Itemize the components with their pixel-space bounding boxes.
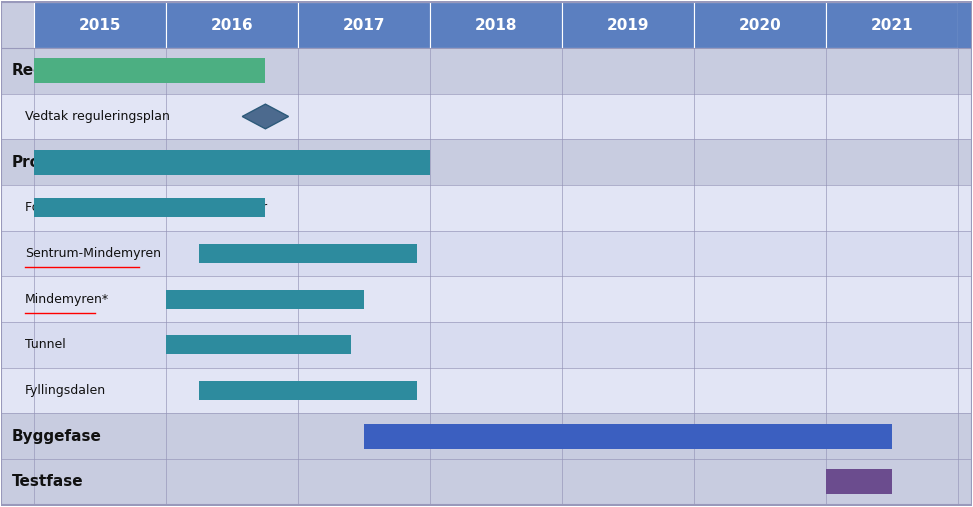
Bar (1, 368, 972, 413)
Text: 2016: 2016 (211, 18, 254, 32)
Polygon shape (242, 104, 289, 129)
Bar (1, 139, 972, 185)
Text: Vedtak reguleringsplan: Vedtak reguleringsplan (25, 110, 170, 123)
Bar (695, 3, 826, 48)
Bar (299, 3, 430, 48)
Bar (430, 3, 562, 48)
Text: 2021: 2021 (871, 18, 914, 32)
Bar (34, 150, 430, 175)
Bar (166, 3, 299, 48)
Bar (34, 3, 166, 48)
Text: 2020: 2020 (739, 18, 781, 32)
Text: 2015: 2015 (79, 18, 122, 32)
Bar (34, 58, 266, 83)
Bar (1, 48, 972, 94)
Bar (826, 3, 958, 48)
Bar (826, 469, 892, 494)
Text: Testfase: Testfase (12, 475, 84, 489)
Bar (562, 3, 695, 48)
Text: Tunnel: Tunnel (25, 338, 66, 351)
Bar (1, 3, 34, 48)
Text: Prosjektering: Prosjektering (12, 155, 127, 170)
Text: Reguleringsplanarbeid: Reguleringsplanarbeid (12, 63, 206, 78)
Bar (1, 276, 972, 322)
Bar (166, 335, 351, 354)
Bar (958, 3, 972, 48)
Bar (199, 244, 417, 263)
Text: 2019: 2019 (607, 18, 650, 32)
Bar (1, 322, 972, 368)
Bar (166, 289, 365, 309)
Bar (1, 231, 972, 276)
Text: Mindemyren*: Mindemyren* (25, 293, 109, 306)
Text: Fyllingsdalen: Fyllingsdalen (25, 384, 106, 397)
Bar (199, 381, 417, 400)
Bar (1, 413, 972, 459)
Bar (1, 459, 972, 504)
Bar (34, 198, 266, 218)
Text: 2017: 2017 (343, 18, 385, 32)
Bar (1, 94, 972, 139)
Text: 2018: 2018 (475, 18, 518, 32)
Bar (365, 424, 892, 449)
Text: Forberedende arbeider, enkeltobjekter: Forberedende arbeider, enkeltobjekter (25, 201, 268, 214)
Text: Sentrum-Mindemyren: Sentrum-Mindemyren (25, 247, 162, 260)
Text: Byggefase: Byggefase (12, 429, 102, 444)
Bar (1, 185, 972, 231)
